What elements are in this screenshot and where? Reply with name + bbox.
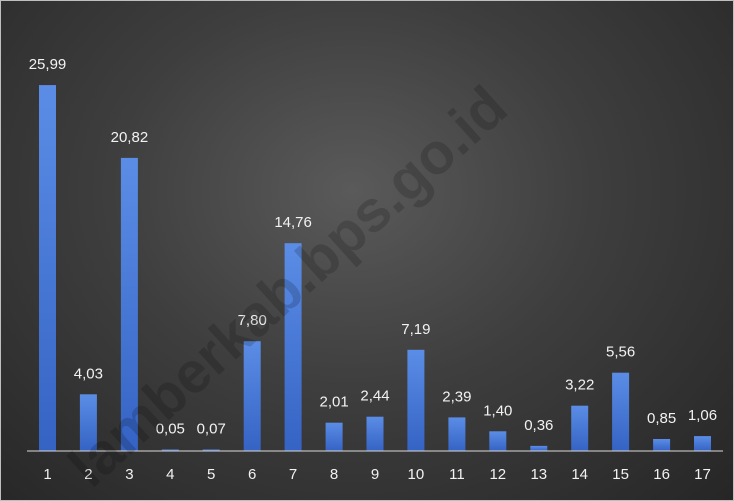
data-label-16: 0,85 xyxy=(647,410,676,427)
x-tick-label-16: 16 xyxy=(653,466,670,483)
data-label-3: 20,82 xyxy=(111,129,149,146)
data-label-11: 2,39 xyxy=(442,388,471,405)
data-label-9: 2,44 xyxy=(360,388,389,405)
x-tick-label-6: 6 xyxy=(248,466,256,483)
bar-9 xyxy=(366,416,384,451)
data-label-14: 3,22 xyxy=(565,377,594,394)
bars-layer xyxy=(39,85,711,451)
bar-11 xyxy=(448,417,466,451)
x-tick-label-14: 14 xyxy=(571,466,588,483)
x-tick-labels-layer: 1 2 3 4 5 6 7 8 9 10 11 12 13 14 15 16 17 xyxy=(43,466,711,483)
data-label-5: 0,07 xyxy=(197,421,226,438)
x-tick-label-10: 10 xyxy=(408,466,425,483)
data-label-17: 1,06 xyxy=(688,407,717,424)
x-tick-label-9: 9 xyxy=(371,466,379,483)
x-tick-label-7: 7 xyxy=(289,466,297,483)
bar-3 xyxy=(120,157,138,451)
bar-2 xyxy=(79,394,97,451)
data-label-6: 7,80 xyxy=(238,312,267,329)
x-tick-label-12: 12 xyxy=(489,466,506,483)
bar-15 xyxy=(612,372,630,451)
data-label-1: 25,99 xyxy=(29,56,67,73)
bar-14 xyxy=(571,405,589,451)
bar-5 xyxy=(202,449,220,451)
x-tick-label-2: 2 xyxy=(84,466,92,483)
bar-17 xyxy=(694,436,711,451)
x-tick-label-17: 17 xyxy=(694,466,711,483)
bar-8 xyxy=(325,422,343,451)
data-label-12: 1,40 xyxy=(483,402,512,419)
bar-1 xyxy=(39,85,56,451)
bar-16 xyxy=(653,439,671,451)
x-tick-label-8: 8 xyxy=(330,466,338,483)
bar-10 xyxy=(407,349,425,451)
data-label-2: 4,03 xyxy=(74,365,103,382)
data-label-15: 5,56 xyxy=(606,344,635,361)
data-labels-layer: 25,99 4,03 20,82 0,05 0,07 7,80 14,76 2,01 2,44 7… xyxy=(29,56,717,437)
bar-13 xyxy=(530,445,548,451)
data-label-7: 14,76 xyxy=(274,214,312,231)
bar-12 xyxy=(489,431,507,451)
bar-7 xyxy=(284,243,302,451)
data-label-10: 7,19 xyxy=(401,321,430,338)
x-tick-label-13: 13 xyxy=(530,466,547,483)
bar-4 xyxy=(161,449,179,451)
data-label-13: 0,36 xyxy=(524,417,553,434)
data-label-8: 2,01 xyxy=(319,394,348,411)
x-tick-label-4: 4 xyxy=(166,466,174,483)
x-tick-label-5: 5 xyxy=(207,466,215,483)
x-tick-label-15: 15 xyxy=(612,466,629,483)
x-tick-label-3: 3 xyxy=(125,466,133,483)
x-tick-label-11: 11 xyxy=(449,466,465,483)
bar-6 xyxy=(243,341,261,451)
x-tick-label-1: 1 xyxy=(43,466,51,483)
data-label-4: 0,05 xyxy=(156,421,185,438)
